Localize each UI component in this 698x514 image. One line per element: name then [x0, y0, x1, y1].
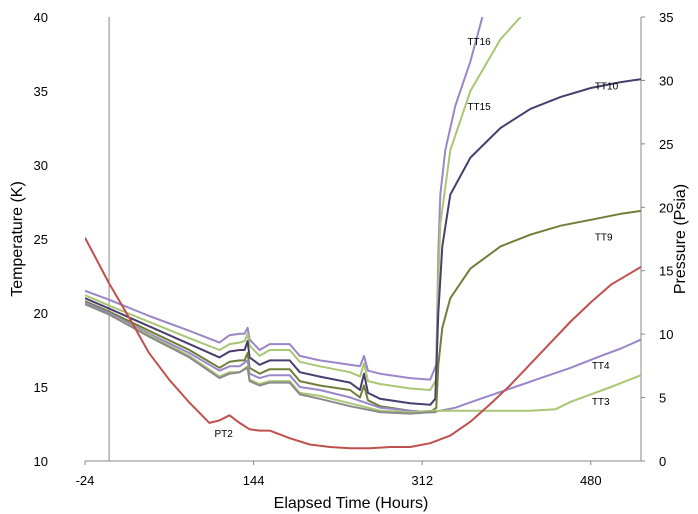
- y2-tick-label: 5: [659, 391, 666, 406]
- series-label-tt4: TT4: [592, 361, 610, 372]
- chart-series: [85, 17, 641, 450]
- y-axis-title: Temperature (K): [9, 181, 26, 297]
- series-label-tt10: TT10: [595, 82, 619, 93]
- x-tick-label: -24: [76, 473, 95, 488]
- x-axis-title: Elapsed Time (Hours): [274, 495, 429, 512]
- y-tick-label: 25: [34, 232, 48, 247]
- series-line-tt10: [85, 78, 641, 406]
- series-line-tt15: [85, 17, 522, 391]
- series-label-tt9: TT9: [595, 232, 613, 243]
- series-label-tt16: TT16: [467, 37, 491, 48]
- y2-tick-label: 15: [659, 264, 673, 279]
- series-label-tt15: TT15: [467, 102, 491, 113]
- series-line-tt3: [85, 303, 641, 414]
- x-tick-label: 144: [243, 473, 265, 488]
- y-tick-label: 20: [34, 306, 48, 321]
- chart-tick-labels: -24 144 312 480 10 15 20 25 30 35 40 0 5 10 15 20 25 30 35: [34, 10, 674, 488]
- series-line-tt4: [85, 301, 641, 414]
- chart-series-labels: TT16 TT15 TT10 TT9 TT4 TT3 PT2: [214, 37, 618, 440]
- y-tick-label: 30: [34, 158, 48, 173]
- series-line-pt2: [85, 237, 641, 450]
- y2-tick-label: 25: [659, 137, 673, 152]
- y-tick-label: 35: [34, 84, 48, 99]
- x-tick-label: 480: [580, 473, 602, 488]
- x-tick-label: 312: [411, 473, 433, 488]
- series-label-tt3: TT3: [592, 397, 610, 408]
- y2-tick-label: 0: [659, 454, 666, 469]
- y2-tick-label: 35: [659, 10, 673, 25]
- y2-tick-label: 10: [659, 327, 673, 342]
- series-line-tt9: [85, 209, 641, 414]
- y-tick-label: 40: [34, 10, 48, 25]
- series-line-unlabeled: [85, 303, 437, 415]
- y-tick-label: 15: [34, 380, 48, 395]
- y2-tick-label: 20: [659, 200, 673, 215]
- y-tick-label: 10: [34, 454, 48, 469]
- chart-axes: [85, 17, 642, 462]
- y2-axis-title: Pressure (Psia): [672, 184, 689, 294]
- y2-tick-label: 30: [659, 73, 673, 88]
- series-label-pt2: PT2: [214, 429, 233, 440]
